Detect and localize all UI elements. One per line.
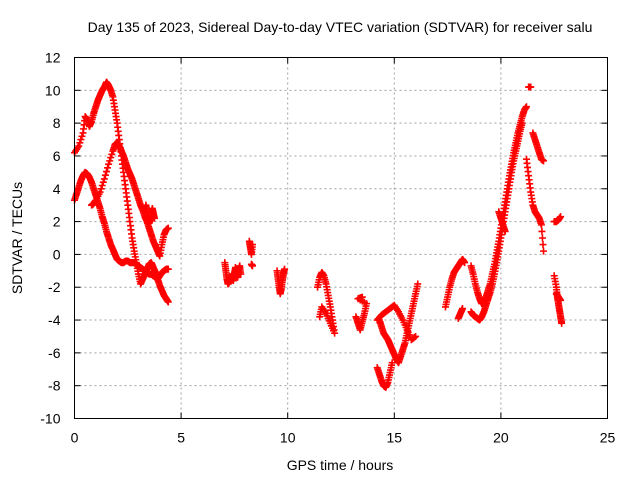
data-point (388, 359, 396, 367)
data-point (501, 227, 509, 235)
data-point (558, 319, 566, 327)
data-point (358, 293, 366, 301)
series-arc-2 (71, 168, 172, 283)
series-arc-20 (529, 129, 548, 165)
series-arc-9 (314, 268, 339, 337)
data-point (459, 305, 467, 313)
data-point (557, 213, 565, 221)
x-tick-label: 25 (600, 430, 616, 446)
x-tick-label: 10 (280, 430, 296, 446)
data-point (98, 181, 106, 189)
y-tick-label: 10 (45, 82, 61, 98)
series-arc-1 (71, 78, 172, 306)
data-point (539, 241, 547, 249)
series-arc-10 (352, 293, 371, 334)
y-tick-label: 4 (53, 181, 61, 197)
series-arc-18 (495, 208, 509, 235)
series-arc-4 (142, 201, 158, 227)
data-point (414, 280, 422, 288)
x-tick-label: 0 (71, 430, 79, 446)
data-point (78, 132, 86, 140)
series-arc-24 (552, 290, 565, 304)
data-point (164, 265, 172, 273)
data-point (104, 164, 112, 172)
series-arc-15 (454, 305, 467, 322)
data-point (527, 83, 535, 91)
data-point (540, 247, 548, 255)
y-tick-label: -10 (40, 411, 60, 427)
data-point (540, 157, 548, 165)
data-point (107, 154, 115, 162)
x-tick-label: 20 (493, 430, 509, 446)
data-point (538, 227, 546, 235)
series-arc-5 (221, 259, 245, 288)
data-point (316, 313, 324, 321)
data-point (150, 214, 158, 222)
data-point (537, 221, 545, 229)
series-arc-11 (373, 359, 396, 391)
x-tick-label: 5 (177, 430, 185, 446)
data-point (249, 262, 257, 270)
data-point (99, 178, 107, 186)
data-point (237, 270, 245, 278)
data-point (164, 224, 172, 232)
x-axis-label: GPS time / hours (287, 457, 394, 473)
data-point (557, 296, 565, 304)
series-arc-22 (550, 213, 565, 226)
series-arc-21 (522, 155, 548, 255)
y-axis-label: SDTVAR / TECUs (9, 182, 25, 294)
y-tick-label: -2 (48, 279, 61, 295)
y-tick-label: 0 (53, 246, 61, 262)
y-tick-label: 6 (53, 148, 61, 164)
data-point (108, 150, 116, 158)
series-arc-14 (441, 255, 469, 311)
series-arc-7 (247, 260, 257, 270)
x-tick-label: 15 (387, 430, 403, 446)
data-point (106, 157, 114, 165)
y-tick-label: 12 (45, 50, 61, 66)
series-arc-6 (245, 237, 257, 258)
data-point (461, 259, 469, 267)
y-tick-label: -6 (48, 345, 61, 361)
y-tick-label: 8 (53, 115, 61, 131)
y-tick-label: -4 (48, 312, 61, 328)
data-point (538, 234, 546, 242)
series-arc-17 (467, 119, 526, 324)
data-point (522, 103, 530, 111)
data-point (100, 175, 108, 183)
data-point (412, 332, 420, 340)
grid-lines (74, 57, 608, 419)
data-point (75, 142, 83, 150)
y-tick-label: 2 (53, 214, 61, 230)
data-point (96, 188, 104, 196)
series-arc-23 (550, 272, 566, 327)
data-point (102, 168, 110, 176)
y-tick-label: -8 (48, 378, 61, 394)
data-point (105, 160, 113, 168)
data-point (281, 265, 289, 273)
chart-title: Day 135 of 2023, Sidereal Day-to-day VTE… (88, 19, 593, 35)
data-point (518, 119, 526, 127)
data-point (97, 185, 105, 193)
data-point (76, 139, 84, 147)
data-point (101, 171, 109, 179)
axis-ticks: 0 5 10 15 20 25 -10 -8 -6 -4 -2 0 2 4 6 8 10 12 (40, 50, 615, 446)
series-arc-12 (375, 280, 422, 367)
data-points (71, 78, 566, 391)
plot-frame (74, 57, 608, 419)
series-arc-19 (525, 83, 535, 91)
data-point (77, 136, 85, 144)
data-point (411, 333, 419, 341)
data-point (249, 241, 257, 249)
data-point (164, 298, 172, 306)
series-arc-13 (373, 301, 420, 344)
series-arc-8 (273, 265, 289, 298)
